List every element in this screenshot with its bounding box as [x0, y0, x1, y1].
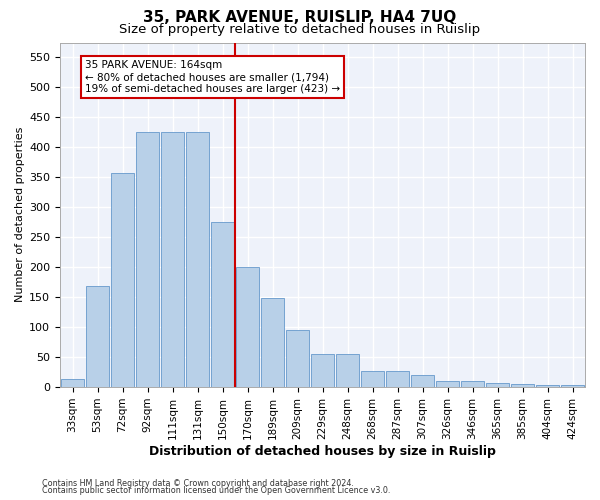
Bar: [86, 286, 109, 387]
Bar: [311, 354, 334, 387]
Bar: [286, 330, 309, 387]
Bar: [136, 132, 159, 387]
Bar: [411, 375, 434, 387]
Bar: [461, 380, 484, 387]
Bar: [386, 371, 409, 387]
X-axis label: Distribution of detached houses by size in Ruislip: Distribution of detached houses by size …: [149, 444, 496, 458]
Bar: [436, 380, 459, 387]
Text: Size of property relative to detached houses in Ruislip: Size of property relative to detached ho…: [119, 22, 481, 36]
Bar: [261, 298, 284, 387]
Bar: [536, 386, 559, 387]
Text: 35, PARK AVENUE, RUISLIP, HA4 7UQ: 35, PARK AVENUE, RUISLIP, HA4 7UQ: [143, 10, 457, 25]
Bar: [111, 172, 134, 387]
Bar: [186, 132, 209, 387]
Text: Contains public sector information licensed under the Open Government Licence v3: Contains public sector information licen…: [42, 486, 391, 495]
Text: 35 PARK AVENUE: 164sqm
← 80% of detached houses are smaller (1,794)
19% of semi-: 35 PARK AVENUE: 164sqm ← 80% of detached…: [85, 60, 340, 94]
Bar: [361, 371, 384, 387]
Y-axis label: Number of detached properties: Number of detached properties: [15, 127, 25, 302]
Bar: [336, 354, 359, 387]
Bar: [161, 132, 184, 387]
Bar: [236, 267, 259, 387]
Bar: [561, 384, 584, 387]
Bar: [211, 222, 234, 387]
Bar: [61, 380, 84, 387]
Bar: [486, 383, 509, 387]
Text: Contains HM Land Registry data © Crown copyright and database right 2024.: Contains HM Land Registry data © Crown c…: [42, 478, 354, 488]
Bar: [511, 384, 534, 387]
